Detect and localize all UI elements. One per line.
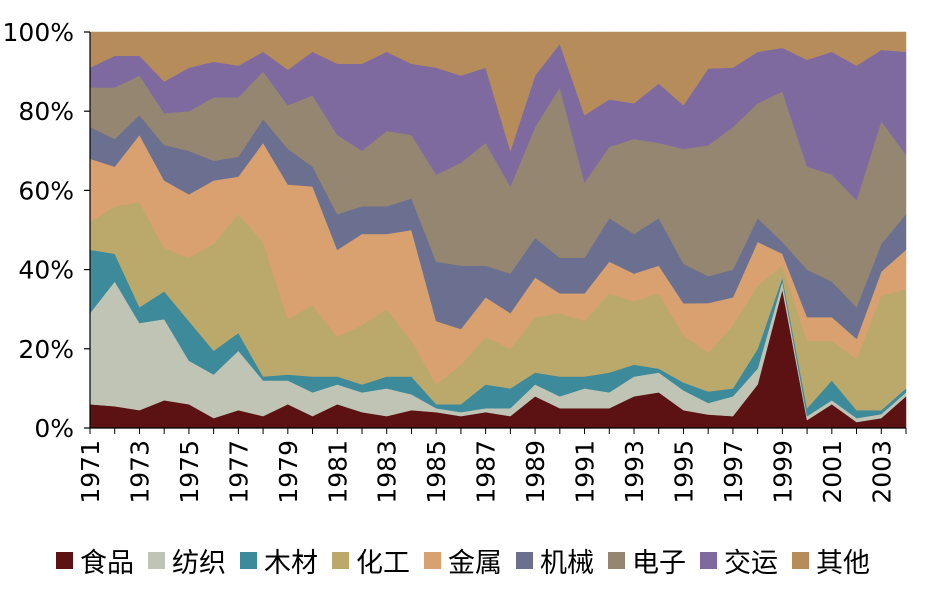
legend-swatch [240, 551, 257, 569]
legend-label: 纺织 [172, 547, 226, 579]
x-tick-label: 1977 [224, 440, 253, 504]
legend-item-9: 其他 [792, 541, 870, 580]
x-tick-label: 1973 [125, 440, 154, 504]
x-tick-label: 1991 [571, 440, 600, 504]
x-tick-label: 1983 [373, 440, 402, 504]
stacked-area-chart: 0% 20% 40% 60% 80% 100% 1971 1973 1975 1977 1979 19… [3, 18, 907, 504]
y-tick-label: 0% [34, 414, 74, 443]
x-tick-label: 1993 [620, 440, 649, 504]
x-tick-label: 2001 [818, 440, 847, 504]
legend-swatch [792, 551, 809, 569]
legend-swatch [332, 551, 349, 569]
x-tick-label: 1971 [76, 440, 105, 504]
legend-item-6: 机械 [516, 541, 594, 580]
x-tick-label: 2003 [867, 440, 896, 504]
legend-label: 机械 [540, 547, 594, 579]
legend-swatch [424, 551, 441, 569]
x-tick-label: 1995 [669, 440, 698, 504]
axes-layer: 0% 20% 40% 60% 80% 100% 1971 1973 1975 1977 1979 19… [3, 18, 907, 504]
legend-label: 其他 [816, 547, 870, 579]
legend-label: 金属 [448, 547, 502, 579]
legend-item-5: 金属 [424, 541, 502, 580]
x-tick-label: 1975 [175, 440, 204, 504]
x-tick-label: 1997 [719, 440, 748, 504]
x-tick-label: 1999 [768, 440, 797, 504]
area-layer [89, 31, 907, 429]
y-tick-label: 100% [3, 18, 74, 47]
legend-item-8: 交运 [700, 541, 778, 580]
legend-item-3: 木材 [240, 541, 318, 580]
legend-swatch [700, 551, 717, 569]
legend-label: 食品 [80, 547, 134, 579]
legend-label: 木材 [264, 547, 318, 579]
legend-swatch [516, 551, 533, 569]
legend-item-7: 电子 [608, 541, 686, 580]
legend: 食品 纺织 木材 化工 金属 机械 电子 交运 其他 [0, 540, 926, 580]
legend-item-4: 化工 [332, 541, 410, 580]
legend-label: 化工 [356, 547, 410, 579]
legend-item-2: 纺织 [148, 541, 226, 580]
y-tick-label: 60% [18, 176, 74, 205]
legend-swatch [608, 551, 625, 569]
legend-swatch [148, 551, 165, 569]
y-tick-label: 40% [18, 256, 74, 285]
x-tick-label: 1979 [274, 440, 303, 504]
x-tick-label: 1989 [521, 440, 550, 504]
x-tick-label: 1981 [323, 440, 352, 504]
legend-swatch [56, 551, 73, 569]
legend-label: 电子 [632, 547, 686, 579]
legend-label: 交运 [724, 547, 778, 579]
area-series-9 [89, 31, 907, 152]
y-tick-label: 20% [18, 335, 74, 364]
x-tick-label: 1985 [422, 440, 451, 504]
x-tick-label: 1987 [472, 440, 501, 504]
y-tick-label: 80% [18, 97, 74, 126]
legend-item-1: 食品 [56, 541, 134, 580]
